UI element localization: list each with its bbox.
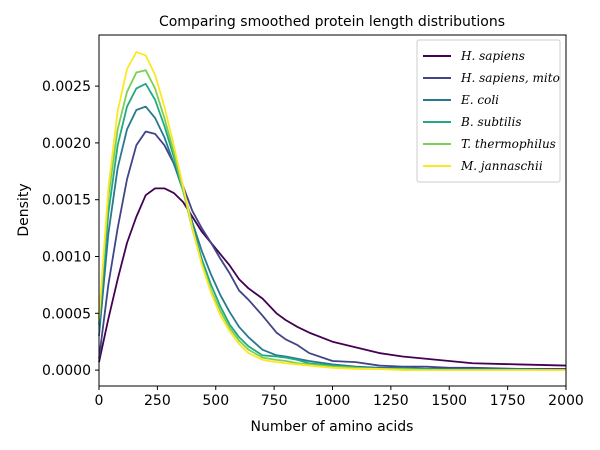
x-tick-label: 750: [261, 393, 288, 409]
legend-label-0: H. sapiens: [460, 49, 525, 63]
legend-items: H. sapiens H. sapiens, mito E. coli B. subt…: [423, 49, 560, 173]
legend-label-2: E. coli: [460, 93, 499, 107]
series-line-2: [98, 105, 567, 371]
legend-label-5: M. jannaschii: [460, 159, 543, 173]
series-line-5: [98, 51, 566, 372]
x-tick-label: 1250: [373, 393, 409, 409]
x-tick-label: 2000: [548, 393, 584, 409]
plot-lines: [98, 51, 567, 372]
legend-box: [416, 39, 561, 183]
y-axis-label: Density: [16, 183, 32, 236]
series-line-0: [98, 187, 567, 367]
y-tick-label: 0.0010: [42, 250, 91, 266]
y-tick-label: 0.0000: [42, 363, 91, 379]
series-line-1: [98, 130, 566, 370]
y-tick-label: 0.0015: [42, 193, 91, 209]
series-line-4: [98, 69, 566, 372]
legend-label-3: B. subtilis: [460, 115, 522, 129]
x-tick-label: 250: [144, 393, 171, 409]
y-axis-ticks: 0.0000 0.0005 0.0010 0.0015 0.0020 0.0025: [42, 79, 99, 379]
legend-label-4: T. thermophilus: [461, 137, 556, 151]
y-tick-label: 0.0020: [42, 136, 91, 152]
x-tick-label: 1000: [315, 393, 351, 409]
legend-label-1: H. sapiens, mito: [460, 71, 560, 85]
x-tick-label: 1750: [490, 393, 526, 409]
y-tick-label: 0.0005: [42, 306, 91, 322]
legend: H. sapiens H. sapiens, mito E. coli B. subt…: [416, 39, 561, 183]
x-tick-label: 1500: [431, 393, 467, 409]
y-tick-label: 0.0025: [42, 79, 91, 95]
chart-title: Comparing smoothed protein length distri…: [159, 14, 505, 30]
x-tick-label: 0: [95, 393, 104, 409]
x-axis-label: Number of amino acids: [251, 419, 414, 435]
x-tick-label: 500: [202, 393, 229, 409]
x-axis-ticks: 0 250 500 750 1000 1250 1500 1750 2000: [95, 386, 584, 409]
